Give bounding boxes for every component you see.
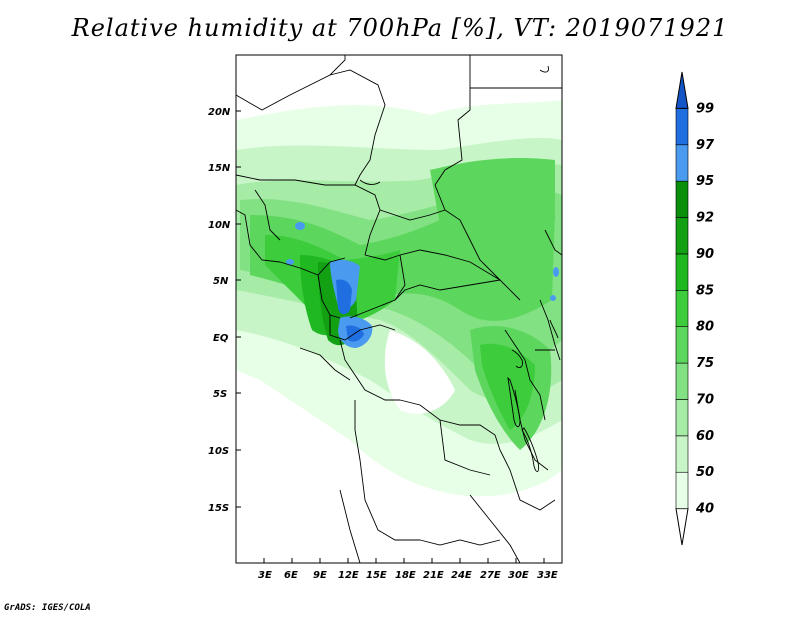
map-frame bbox=[235, 54, 563, 564]
colorbar-segment bbox=[675, 362, 689, 400]
colorbar-label: 40 bbox=[695, 502, 714, 517]
colorbar-label: 80 bbox=[696, 320, 714, 335]
colorbar-segment bbox=[675, 180, 689, 218]
lon-label: 21E bbox=[423, 570, 444, 581]
colorbar-label: 92 bbox=[696, 211, 714, 226]
map-title: Relative humidity at 700hPa [%], VT: 201… bbox=[71, 14, 729, 42]
colorbar-segment bbox=[675, 399, 689, 437]
lon-label: 6E bbox=[284, 570, 298, 581]
lon-axis: 3E 6E 9E 12E 15E 18E 21E 24E 27E 30E 33E bbox=[258, 558, 558, 581]
lat-label: 10S bbox=[208, 446, 229, 457]
colorbar-label: 95 bbox=[696, 174, 714, 189]
colorbar-label: 97 bbox=[696, 138, 715, 153]
country-borders bbox=[236, 55, 562, 563]
colorbar-segment bbox=[675, 71, 689, 109]
lat-label: 5S bbox=[213, 389, 227, 400]
colorbar-label: 99 bbox=[696, 101, 714, 116]
lon-label: 33E bbox=[537, 570, 558, 581]
colorbar-label: 85 bbox=[696, 283, 714, 298]
lat-label: 20N bbox=[208, 107, 231, 118]
lon-label: 30E bbox=[508, 570, 529, 581]
lon-label: 15E bbox=[366, 570, 387, 581]
colorbar-segment bbox=[675, 108, 689, 146]
colorbar-segment bbox=[675, 326, 689, 364]
colorbar-label: 75 bbox=[696, 356, 714, 371]
colorbar-label: 60 bbox=[696, 429, 714, 444]
lon-label: 27E bbox=[480, 570, 501, 581]
colorbar-segment bbox=[675, 508, 689, 546]
colorbar: 40 50 60 70 75 80 85 90 92 95 97 99 bbox=[675, 71, 715, 546]
lat-label: 15N bbox=[208, 163, 231, 174]
lon-label: 12E bbox=[338, 570, 359, 581]
colorbar-segment bbox=[675, 253, 689, 291]
grads-credit: GrADS: IGES/COLA bbox=[4, 603, 91, 613]
colorbar-segment bbox=[675, 471, 689, 509]
lon-label: 9E bbox=[313, 570, 327, 581]
lat-axis: 20N 15N 10N 5N EQ 5S 10S 15S bbox=[208, 107, 241, 514]
colorbar-label: 50 bbox=[696, 465, 714, 480]
lat-label: 10N bbox=[208, 220, 231, 231]
colorbar-label: 90 bbox=[696, 247, 714, 262]
colorbar-segment bbox=[675, 217, 689, 255]
colorbar-segment bbox=[675, 144, 689, 182]
lat-label: EQ bbox=[213, 333, 229, 344]
lat-label: 5N bbox=[213, 276, 229, 287]
colorbar-segment bbox=[675, 290, 689, 327]
lon-label: 24E bbox=[451, 570, 472, 581]
lon-label: 18E bbox=[395, 570, 416, 581]
colorbar-label: 70 bbox=[696, 392, 714, 407]
colorbar-segment bbox=[675, 435, 689, 473]
lon-label: 3E bbox=[258, 570, 272, 581]
lakes bbox=[359, 65, 559, 472]
humidity-field bbox=[236, 55, 562, 563]
lat-label: 15S bbox=[208, 503, 229, 514]
